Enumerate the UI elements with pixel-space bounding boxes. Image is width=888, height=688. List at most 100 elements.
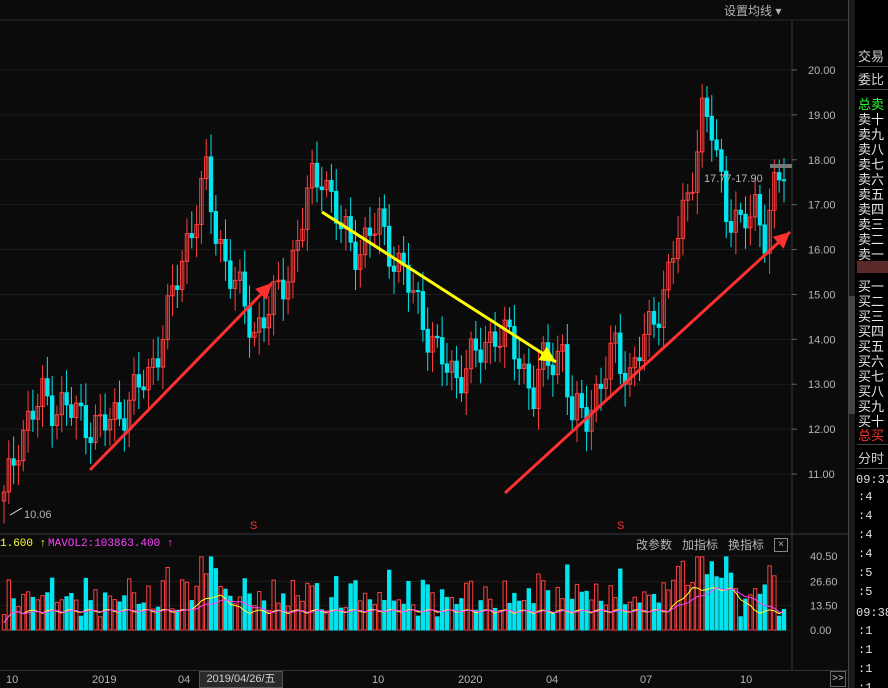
volume-bar — [598, 600, 604, 631]
panel-row: 卖十 — [858, 112, 885, 127]
kline-chart[interactable]: 20.00 19.00 18.00 17.00 16.00 15.00 14.00 13.00… — [0, 0, 848, 688]
candle-body — [430, 335, 435, 353]
change-params-button[interactable]: 改参数 — [635, 538, 672, 552]
volume-bar — [526, 588, 532, 631]
panel-row: :4 — [858, 509, 873, 523]
volume-bar — [772, 575, 777, 631]
swap-indicator-button[interactable]: 换指标 — [727, 538, 764, 552]
candle-body — [579, 393, 584, 409]
total-buy-label: 总买 — [858, 428, 885, 443]
volume-bar — [300, 600, 305, 631]
candle-body — [425, 328, 430, 353]
volume-bar — [473, 609, 479, 631]
volume-bar — [651, 594, 657, 631]
volume-bar — [305, 582, 310, 631]
candle-body — [531, 387, 536, 410]
candle-body — [449, 360, 454, 373]
tab-order-ratio[interactable]: 委比 — [858, 72, 885, 87]
volume-bar — [492, 607, 498, 631]
volume-bar — [608, 585, 613, 631]
tab-ticks[interactable]: 分时 — [858, 451, 885, 466]
candle-body — [613, 332, 618, 344]
candle-body — [141, 386, 146, 391]
panel-row: 买十 — [858, 414, 885, 429]
x-label: 10 — [6, 674, 19, 686]
panel-row: 买一 — [858, 279, 885, 294]
volume-bar — [704, 574, 710, 631]
volume-bar — [189, 600, 194, 631]
tab-trade[interactable]: 交易 — [858, 49, 885, 64]
volume-bar — [11, 598, 16, 631]
volume-bar — [728, 572, 734, 631]
candle-body — [314, 162, 320, 188]
candle-body — [420, 291, 426, 330]
volume-bar — [401, 603, 406, 631]
volume-bar — [459, 598, 464, 631]
volume-bar — [478, 600, 483, 631]
candle-body — [598, 383, 604, 389]
volume-bar — [319, 609, 324, 631]
candle-body — [266, 313, 272, 329]
volume-bar — [382, 600, 387, 631]
volume-bar — [762, 584, 767, 631]
panel-row: 卖九 — [858, 127, 885, 142]
ma-settings-button[interactable]: 设置均线 ▾ — [724, 4, 782, 18]
candle-body — [285, 281, 291, 300]
volume-bar — [733, 587, 739, 631]
chart-canvas[interactable]: 20.00 19.00 18.00 17.00 16.00 15.00 14.00 13.00… — [0, 0, 848, 688]
volume-bar — [6, 579, 11, 631]
candle-body — [295, 240, 300, 251]
close-icon[interactable]: × — [774, 537, 788, 552]
vol-ma1-label: 1.600 ↑ — [0, 538, 47, 550]
candle-body — [59, 392, 64, 416]
candle-body — [155, 358, 161, 368]
volume-bar — [348, 583, 353, 631]
candle-body — [257, 317, 262, 333]
candle-body — [748, 216, 753, 229]
candle-body — [372, 233, 377, 236]
volume-bar — [54, 601, 60, 631]
volume-bar — [488, 598, 493, 631]
volume-bar — [767, 565, 772, 631]
candle-body — [391, 265, 397, 272]
volume-bar — [372, 603, 377, 631]
volume-bar — [252, 605, 257, 631]
candle-body — [300, 228, 305, 242]
volume-bar — [449, 597, 454, 631]
volume-bar — [685, 584, 690, 631]
panel-row: 买二 — [858, 294, 885, 309]
candle-body — [305, 187, 310, 230]
volume-bar — [497, 610, 503, 631]
candle-body — [45, 378, 50, 397]
volume-bar — [454, 603, 459, 631]
candle-body — [117, 402, 122, 420]
volume-bar — [353, 580, 358, 631]
candle-body — [232, 279, 238, 289]
candle-body — [83, 405, 89, 439]
scroll-thumb[interactable] — [849, 296, 855, 414]
volume-bar — [618, 568, 623, 631]
price-range-label: 17.77-17.90 — [704, 173, 763, 185]
candle-body — [728, 221, 734, 233]
scroll-right-button[interactable]: >> — [830, 671, 846, 687]
candle-body — [743, 213, 748, 229]
volume-bar — [656, 602, 662, 631]
volume-bar — [309, 585, 315, 631]
add-indicator-button[interactable]: 加指标 — [681, 538, 718, 552]
volume-bar — [695, 556, 700, 631]
date-tooltip: 2019/04/26/五 — [199, 671, 283, 688]
candle-body — [261, 317, 267, 329]
panel-row: 买六 — [858, 354, 885, 369]
candle-body — [647, 311, 652, 336]
panel-scrollbar[interactable] — [849, 0, 855, 688]
volume-bar — [247, 593, 252, 631]
volume-bar — [30, 596, 36, 631]
volume-bar — [324, 610, 329, 631]
panel-row: 卖三 — [858, 217, 885, 232]
candle-body — [680, 199, 686, 239]
x-label: 04 — [546, 674, 559, 686]
candle-body — [21, 429, 26, 462]
candle-body — [290, 249, 296, 283]
price-tick-label: 11.00 — [808, 469, 835, 481]
volume-bar — [521, 599, 527, 631]
